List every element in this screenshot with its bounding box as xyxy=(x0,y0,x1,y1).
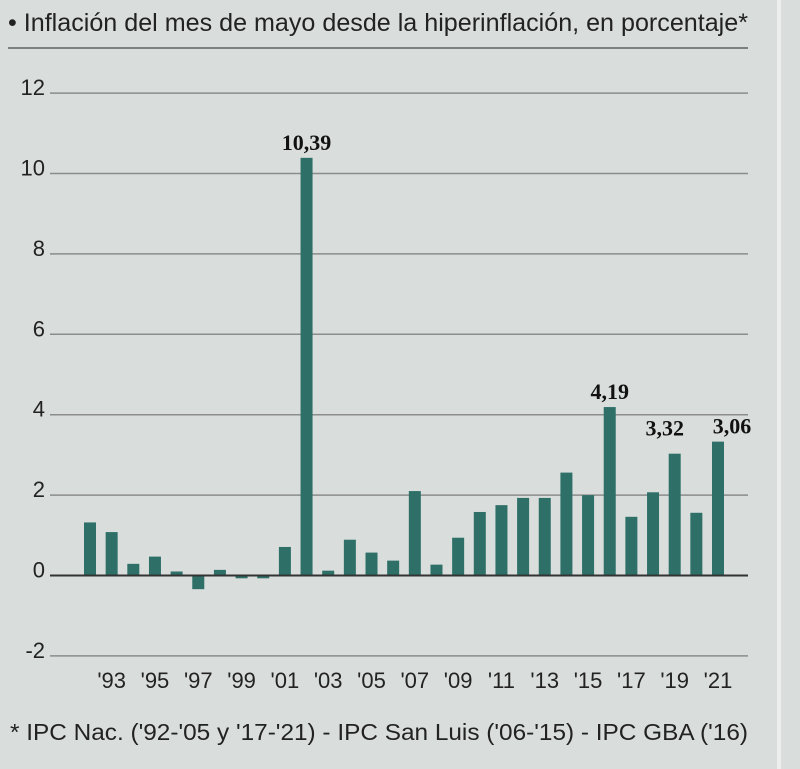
x-tick-label: '01 xyxy=(271,668,300,693)
bar-1998 xyxy=(213,569,226,576)
bar-1993 xyxy=(105,532,118,576)
bar-1994 xyxy=(127,563,140,576)
x-tick-label: '17 xyxy=(617,668,646,693)
x-tick-label: '21 xyxy=(704,668,733,693)
bar-2011 xyxy=(495,505,508,576)
y-tick-label: 10 xyxy=(21,156,45,181)
x-tick-label: '93 xyxy=(97,668,126,693)
right-edge-divider xyxy=(777,0,781,769)
data-label: 4,19 xyxy=(590,379,629,404)
bar-2008 xyxy=(430,564,443,576)
bar-2005 xyxy=(365,552,378,576)
bar-2018 xyxy=(647,492,660,576)
y-tick-label: 8 xyxy=(33,236,45,261)
bar-1997 xyxy=(192,575,205,590)
bar-2006 xyxy=(387,560,400,576)
y-tick-label: 12 xyxy=(21,75,45,100)
bar-2007 xyxy=(408,491,421,576)
y-tick-label: 0 xyxy=(33,558,45,583)
x-tick-label: '99 xyxy=(227,668,256,693)
bar-2020 xyxy=(690,512,703,576)
bar-2014 xyxy=(560,472,573,576)
x-tick-label: '07 xyxy=(400,668,429,693)
x-tick-label: '11 xyxy=(488,668,515,693)
y-tick-label: -2 xyxy=(25,638,45,663)
x-tick-label: '03 xyxy=(314,668,343,693)
bar-2017 xyxy=(625,516,638,576)
x-tick-label: '05 xyxy=(357,668,386,693)
data-label: 3,06 xyxy=(713,414,752,439)
bar-2001 xyxy=(278,546,291,576)
bar-2016 xyxy=(603,407,616,576)
bar-2015 xyxy=(582,495,595,576)
bar-2009 xyxy=(452,537,465,576)
bar-2013 xyxy=(538,497,551,576)
bar-1992 xyxy=(84,522,96,576)
y-tick-label: 6 xyxy=(33,316,45,341)
bar-2019 xyxy=(668,453,681,576)
footnote: * IPC Nac. ('92-'05 y '17-'21) - IPC San… xyxy=(10,719,748,745)
bar-2002 xyxy=(300,157,313,576)
x-tick-label: '97 xyxy=(184,668,213,693)
bar-2000 xyxy=(257,575,270,579)
bar-1995 xyxy=(148,556,161,576)
bar-2021 xyxy=(712,441,724,576)
x-tick-label: '09 xyxy=(444,668,473,693)
data-label: 3,32 xyxy=(645,416,684,441)
y-tick-label: 2 xyxy=(33,477,45,502)
x-tick-label: '95 xyxy=(141,668,170,693)
bar-2010 xyxy=(473,511,486,576)
chart-title: • Inflación del mes de mayo desde la hip… xyxy=(8,9,748,37)
bar-1999 xyxy=(235,575,248,579)
bar-2003 xyxy=(322,570,335,576)
data-label: 10,39 xyxy=(282,130,332,155)
bar-1996 xyxy=(170,571,183,576)
x-tick-label: '13 xyxy=(530,668,559,693)
x-tick-label: '15 xyxy=(574,668,603,693)
y-tick-label: 4 xyxy=(33,397,45,422)
x-tick-label: '19 xyxy=(660,668,689,693)
bar-2012 xyxy=(517,497,530,576)
bar-2004 xyxy=(343,539,356,576)
